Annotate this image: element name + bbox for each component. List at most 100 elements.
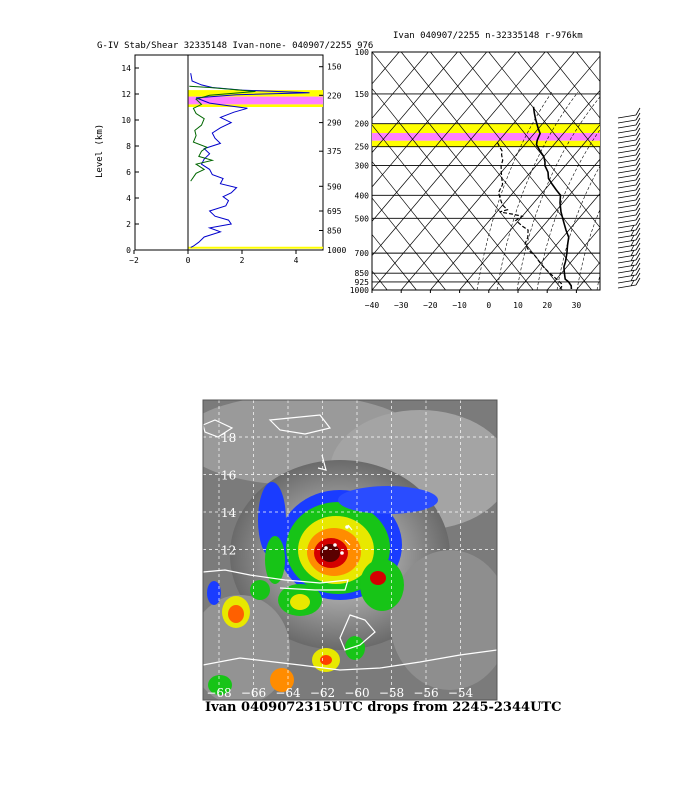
wind-barb-flag bbox=[635, 227, 641, 236]
wind-barb-flag bbox=[635, 242, 641, 251]
wind-barb-flag bbox=[635, 217, 641, 226]
wind-barb bbox=[617, 204, 637, 209]
wind-barb bbox=[617, 239, 637, 244]
skew-t-x-tick-label: −20 bbox=[423, 301, 438, 310]
stability-y-tick-label: 10 bbox=[121, 116, 131, 125]
isotherm-line bbox=[372, 52, 575, 290]
wind-barb-flag bbox=[630, 239, 635, 247]
stability-y-tick-label: 14 bbox=[121, 64, 131, 73]
skew-t-x-tick-label: 0 bbox=[486, 301, 491, 310]
dropsonde-marker bbox=[340, 551, 344, 555]
wind-barb-flag bbox=[635, 157, 641, 166]
adiabat-line bbox=[430, 52, 600, 265]
wind-barbs bbox=[617, 107, 641, 289]
stability-highlight-band bbox=[188, 246, 323, 249]
wind-barb-flag bbox=[635, 197, 641, 206]
stability-highlight-band bbox=[188, 104, 323, 107]
moist-adiabat-line bbox=[496, 91, 579, 290]
stability-highlight-band bbox=[188, 90, 323, 97]
wind-barb bbox=[617, 189, 637, 194]
longitude-label: −64 bbox=[275, 686, 301, 700]
skew-t-pressure-label: 200 bbox=[355, 120, 370, 129]
skew-t-pressure-label: 300 bbox=[355, 162, 370, 171]
wind-barb-flag bbox=[635, 262, 641, 271]
wind-barb bbox=[617, 249, 637, 254]
skew-t-x-tick-label: −40 bbox=[365, 301, 380, 310]
stability-pressure-tick-label: 220 bbox=[327, 91, 342, 100]
isotherm-line bbox=[546, 227, 600, 290]
skew-t-x-tick-label: 20 bbox=[542, 301, 552, 310]
adiabat-line bbox=[372, 124, 505, 290]
moist-adiabat-line bbox=[596, 273, 600, 290]
wind-barb-flag bbox=[635, 112, 641, 121]
satellite-caption: Ivan 0409072315UTC drops from 2245-2344U… bbox=[205, 700, 561, 715]
isotherm-line bbox=[372, 52, 517, 222]
wind-barb-flag bbox=[635, 222, 641, 231]
isotherm-line bbox=[517, 192, 600, 290]
satellite-image: −68 −66 −64 −62 −60 −58 −56 −54 18 16 14 12 Ivan 04… bbox=[202, 399, 561, 715]
wind-barb-flag bbox=[635, 142, 641, 151]
isotherm-line bbox=[459, 124, 600, 290]
wind-barb-flag bbox=[635, 277, 641, 286]
wind-barb bbox=[617, 234, 637, 239]
satellite-frame bbox=[202, 399, 498, 701]
stability-pressure-tick-label: 590 bbox=[327, 182, 342, 191]
adiabat-line bbox=[372, 160, 476, 290]
dropsonde-marker bbox=[333, 543, 337, 547]
wind-barb-flag bbox=[635, 192, 641, 201]
longitude-label: −66 bbox=[241, 686, 266, 700]
wind-barb-flag bbox=[635, 237, 641, 246]
stability-shear-chart: G-IV Stab/Shear 32335148 Ivan-none- 0409… bbox=[95, 41, 373, 265]
isotherm-line bbox=[372, 52, 458, 154]
wind-barb-flag bbox=[635, 232, 641, 241]
adiabat-line bbox=[372, 233, 417, 290]
stability-y-tick-label: 6 bbox=[126, 168, 131, 177]
stability-y-tick-label: 8 bbox=[126, 142, 131, 151]
wind-barb-flag bbox=[635, 207, 641, 216]
wind-barb-flag bbox=[630, 254, 635, 262]
skew-t-pressure-label: 925 bbox=[355, 278, 370, 287]
wind-barb-flag bbox=[635, 137, 641, 146]
stability-pressure-tick-label: 290 bbox=[327, 119, 342, 128]
wind-barb-flag bbox=[630, 234, 635, 242]
dropsonde-marker bbox=[324, 546, 328, 550]
wind-barb-flag bbox=[635, 177, 641, 186]
wind-barb-flag bbox=[635, 167, 641, 176]
wind-barb bbox=[617, 284, 637, 289]
longitude-label: −56 bbox=[413, 686, 438, 700]
adiabat-line bbox=[488, 52, 600, 192]
wind-barb bbox=[617, 154, 637, 159]
wind-barb-flag bbox=[630, 274, 635, 282]
isotherm-line bbox=[372, 52, 429, 119]
wind-barb-flag bbox=[635, 107, 641, 116]
wind-barb-flag bbox=[635, 272, 641, 281]
skew-t-pressure-label: 850 bbox=[355, 269, 370, 278]
adiabat-line bbox=[372, 52, 563, 290]
stability-x-tick-label: 4 bbox=[294, 256, 299, 265]
wind-barb bbox=[617, 139, 637, 144]
wind-barb bbox=[617, 149, 637, 154]
skew-t-pressure-label: 1000 bbox=[350, 286, 369, 295]
wind-barb-flag bbox=[635, 247, 641, 256]
wind-barb-flag bbox=[630, 269, 635, 277]
wind-barb-flag bbox=[635, 122, 641, 131]
latitude-label: 16 bbox=[221, 469, 236, 483]
wind-barb bbox=[617, 259, 637, 264]
isotherm-line bbox=[664, 52, 700, 290]
skew-t-highlight-band bbox=[372, 123, 600, 134]
wind-barb-flag bbox=[630, 244, 635, 252]
wind-barb bbox=[617, 244, 637, 249]
latitude-label: 14 bbox=[221, 506, 237, 520]
wind-barb-flag bbox=[635, 152, 641, 161]
wind-barb-flag bbox=[635, 117, 641, 126]
wind-barb bbox=[617, 179, 637, 184]
wind-barb bbox=[617, 174, 637, 179]
wind-barb-flag bbox=[630, 259, 635, 267]
wind-barb bbox=[617, 164, 637, 169]
stability-x-tick-label: 2 bbox=[240, 256, 245, 265]
wind-barb bbox=[617, 254, 637, 259]
skew-t-highlight-band bbox=[372, 140, 600, 147]
isotherm-line bbox=[372, 52, 546, 257]
wind-barb bbox=[617, 199, 637, 204]
